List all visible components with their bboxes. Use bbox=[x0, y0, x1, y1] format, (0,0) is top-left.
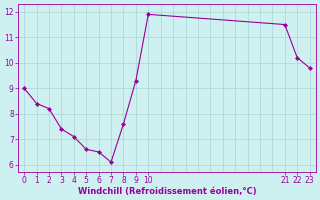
X-axis label: Windchill (Refroidissement éolien,°C): Windchill (Refroidissement éolien,°C) bbox=[77, 187, 256, 196]
